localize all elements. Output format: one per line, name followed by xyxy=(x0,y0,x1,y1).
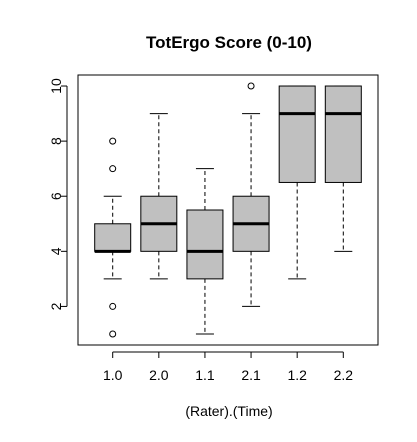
outlier-point xyxy=(110,166,116,172)
x-tick-label: 1.0 xyxy=(103,367,123,383)
x-axis: 1.0 2.0 1.1 2.1 1.2 2.2 xyxy=(103,352,353,383)
box-iqr xyxy=(325,86,361,182)
chart-title: TotErgo Score (0-10) xyxy=(146,33,312,52)
box-group xyxy=(95,138,131,337)
box-group xyxy=(187,169,223,334)
x-tick-label: 1.2 xyxy=(287,367,307,383)
outlier-point xyxy=(110,138,116,144)
box-iqr xyxy=(187,210,223,279)
box-group xyxy=(279,86,315,279)
x-tick-label: 2.1 xyxy=(241,367,261,383)
x-tick-label: 2.0 xyxy=(149,367,169,383)
box-group xyxy=(141,114,177,279)
box-group xyxy=(325,86,361,251)
y-axis: 2 4 6 8 10 xyxy=(48,78,67,310)
x-axis-label: (Rater).(Time) xyxy=(185,403,272,419)
box-iqr xyxy=(279,86,315,182)
y-tick-label: 4 xyxy=(48,247,64,255)
y-tick-label: 6 xyxy=(48,192,64,200)
box-group xyxy=(233,83,269,306)
y-tick-label: 2 xyxy=(48,302,64,310)
y-tick-label: 10 xyxy=(48,78,64,94)
outlier-point xyxy=(110,303,116,309)
box-series xyxy=(95,83,362,337)
x-tick-label: 1.1 xyxy=(195,367,215,383)
y-tick-label: 8 xyxy=(48,137,64,145)
box-iqr xyxy=(95,224,131,252)
x-tick-label: 2.2 xyxy=(334,367,354,383)
outlier-point xyxy=(248,83,254,89)
outlier-point xyxy=(110,331,116,337)
